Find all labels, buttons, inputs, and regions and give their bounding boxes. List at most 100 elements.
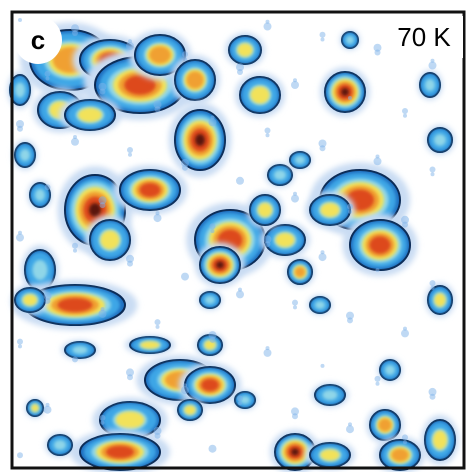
blob-red	[106, 446, 134, 459]
blob	[320, 67, 370, 117]
blob-red	[370, 236, 391, 254]
speckle	[16, 120, 24, 128]
blob-core	[89, 203, 101, 217]
speckle	[128, 39, 132, 43]
blob-red	[140, 183, 161, 197]
blob-red	[58, 298, 93, 312]
speckle	[46, 403, 50, 407]
panel-label: c	[31, 25, 45, 55]
blob	[305, 440, 355, 470]
speckle	[101, 421, 105, 425]
blob	[11, 285, 49, 315]
speckle	[73, 135, 77, 139]
speckle	[44, 292, 52, 300]
speckle	[155, 319, 161, 325]
speckle	[45, 184, 51, 190]
blob	[169, 103, 232, 178]
blob-orange	[186, 71, 203, 88]
speckle	[430, 280, 436, 286]
speckle	[321, 364, 325, 368]
speckle	[45, 71, 51, 77]
speckle	[183, 57, 187, 61]
blob	[233, 390, 258, 410]
blob	[195, 243, 245, 288]
blob-cyan	[20, 149, 30, 161]
blob	[425, 283, 455, 318]
speckle	[44, 406, 52, 414]
speckle	[209, 445, 217, 453]
blob-core	[341, 88, 349, 96]
blob	[305, 191, 355, 229]
speckle	[71, 24, 79, 32]
speckle	[403, 440, 407, 444]
blob-yellow	[434, 293, 446, 306]
blob	[311, 383, 349, 408]
speckle	[210, 223, 216, 229]
blob-core	[291, 448, 299, 455]
blob-cyan	[295, 156, 305, 164]
speckle	[293, 305, 297, 309]
blob-cyan	[205, 296, 215, 304]
speckle	[128, 153, 132, 157]
blob-yellow	[320, 203, 339, 217]
speckle	[18, 344, 22, 348]
speckle	[18, 18, 22, 22]
blob	[113, 165, 188, 215]
blob-yellow	[31, 404, 39, 412]
speckle	[236, 63, 244, 71]
blob	[25, 398, 45, 418]
speckle	[181, 273, 189, 281]
blob-cyan	[315, 301, 325, 309]
blob-yellow	[23, 294, 37, 306]
speckle	[101, 307, 105, 311]
blob-yellow	[433, 430, 447, 449]
speckle	[431, 172, 435, 176]
blob-core	[216, 261, 224, 268]
blob-cyan	[274, 170, 286, 180]
speckle	[292, 300, 298, 306]
blob	[170, 55, 220, 105]
blob-yellow	[237, 43, 252, 56]
blob-core	[195, 134, 205, 146]
blob-cyan	[346, 36, 354, 44]
speckle	[403, 114, 407, 118]
speckle	[291, 407, 299, 415]
speckle	[126, 368, 134, 376]
speckle	[72, 243, 78, 249]
blob-cyan	[425, 79, 435, 91]
speckle	[319, 140, 327, 148]
temperature-annotation: 70 K	[397, 22, 451, 52]
speckle	[401, 216, 409, 224]
speckle	[402, 108, 408, 114]
blob	[378, 358, 403, 383]
speckle	[154, 427, 162, 435]
speckle	[264, 235, 272, 243]
speckle	[346, 425, 354, 433]
speckle	[238, 288, 242, 292]
heatmap-image: c 70 K	[0, 0, 469, 472]
blob	[421, 415, 459, 465]
speckle	[347, 204, 353, 210]
blob	[125, 335, 175, 355]
speckle	[348, 96, 352, 100]
blob	[198, 290, 223, 310]
speckle	[348, 210, 352, 214]
speckle	[374, 44, 382, 52]
speckle	[238, 401, 242, 405]
blob-cyan	[385, 365, 395, 375]
blob-cyan	[15, 82, 25, 97]
blob-cyan	[35, 189, 45, 201]
speckle	[183, 383, 187, 387]
blob	[235, 73, 285, 118]
blob-orange	[391, 449, 408, 462]
blob-orange	[379, 419, 392, 432]
speckle	[429, 388, 437, 396]
blob-cyan	[434, 134, 446, 146]
blob-yellow	[320, 449, 339, 461]
speckle	[73, 249, 77, 253]
speckle	[321, 250, 325, 254]
blob-orange	[295, 267, 305, 277]
blob-yellow	[250, 86, 269, 103]
speckle	[72, 356, 78, 362]
speckle	[17, 452, 23, 458]
